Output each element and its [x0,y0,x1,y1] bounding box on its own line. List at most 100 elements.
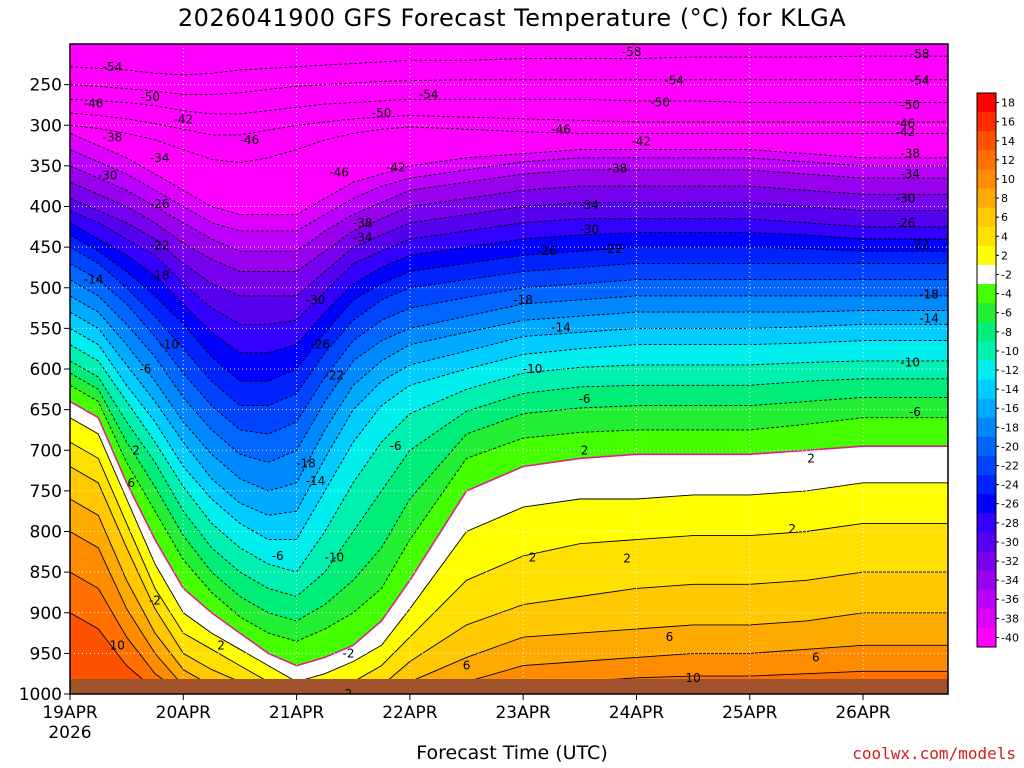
y-tick-label-950: 950 [30,644,62,664]
contour-label-65: 2 [807,451,815,465]
contour-line-22 [70,498,948,694]
contour-line-0 [70,132,948,216]
contour-label-27: -30 [98,169,118,183]
contour-line-9 [70,262,948,435]
contour-line-17 [70,384,948,642]
contour-label-67: 6 [463,659,471,673]
x-tick-label-20APR: 20APR [156,703,212,723]
contour-label-57: -2 [343,646,355,660]
y-tick-label-650: 650 [30,401,62,421]
y-tick-label-350: 350 [30,157,62,177]
contour-label-71: 10 [685,671,700,685]
colorbar-label-23: -30 [1001,536,1019,549]
colorbar-label-4: 10 [1001,173,1015,186]
contour-line-10 [70,279,948,463]
y-tick-label-850: 850 [30,563,62,583]
contour-label-53: -6 [390,439,402,453]
contour-label-10: -46 [84,96,104,110]
x-axis-label: Forecast Time (UTC) [416,742,608,764]
colorbar-swatch-21 [977,494,996,514]
y-tick-label-400: 400 [30,198,62,218]
contour-label-20: -38 [353,216,373,230]
colorbar-label-21: -26 [1001,498,1019,511]
colorbar-label-12: -8 [1001,326,1012,339]
contour-label-47: -10 [159,338,179,352]
contour-label-2: -54 [103,60,123,74]
contour-label-39: -18 [150,269,170,283]
contour-label-19: -38 [103,130,123,144]
colorbar-label-17: -18 [1001,421,1019,434]
credit-link[interactable]: coolwx.com/models [852,744,1016,763]
colorbar-label-2: 14 [1001,135,1015,148]
colorbar-label-27: -38 [1001,612,1019,625]
contour-label-48: -10 [325,551,345,565]
contour-label-13: -46 [896,117,916,131]
colorbar-swatch-4 [977,169,996,190]
colorbar-label-18: -20 [1001,440,1019,453]
contour-label-60: 2 [345,687,353,701]
grid-lines [70,44,948,694]
colorbar-label-8: 2 [1001,249,1008,262]
contour-label-61: 2 [529,551,537,565]
x-tick-label-23APR: 23APR [495,703,551,723]
contour-line-16 [70,372,948,622]
colorbar-swatch-18 [977,436,996,457]
upper-contour-line-3 [70,112,948,136]
colorbar-swatch-24 [977,551,996,572]
y-tick-label-800: 800 [30,523,62,543]
contour-label-43: -14 [84,273,104,287]
contour-label-49: -10 [523,362,543,376]
contour-line-20 [70,441,948,694]
colorbar-swatch-5 [977,188,996,209]
contour-label-64: 2 [788,522,796,536]
upper-contour-line-4 [70,124,948,164]
contour-label-62: 2 [581,443,589,457]
colorbar-swatch-19 [977,455,996,476]
y-tick-label-250: 250 [30,76,62,96]
colorbar-swatch-26 [977,589,996,610]
colorbar-swatch-14 [977,360,996,381]
colorbar-swatch-6 [977,207,996,228]
contour-label-34: -26 [896,216,916,230]
colorbar-swatch-3 [977,150,996,170]
colorbar-swatch-23 [977,532,996,552]
contour-label-56: -2 [149,594,161,608]
contour-labels: -58 -58-54-54-54 -54-50-50-50 -50-46-46-46-… [84,45,939,701]
colorbar-swatch-1 [977,112,996,132]
contour-label-4: -54 [664,74,684,88]
y-tick-label-300: 300 [30,116,62,136]
colorbar-swatch-8 [977,245,996,266]
contour-label-16: -42 [386,161,406,175]
colorbar-label-1: 16 [1001,116,1015,129]
contour-label-3: -54 [419,87,439,101]
contour-line-5 [70,210,948,325]
contour-label-24: -34 [353,230,373,244]
colorbar-swatch-7 [977,226,996,247]
contour-label-44: -14 [306,474,326,488]
contour-line-7 [70,234,948,382]
x-tick-label-22APR: 22APR [382,703,438,723]
contour-line-3 [70,181,948,272]
y-axis: 250 300 350 400 450 500 550 600 650 700 750 800 850 9… [19,76,70,705]
contour-label-66: 6 [128,476,136,490]
temperature-bands [70,133,948,694]
contour-line-8 [70,246,948,407]
colorbar-label-26: -36 [1001,593,1019,606]
colorbar-label-28: -40 [1001,631,1019,644]
contour-label-9: -50 [900,98,920,112]
contour-label-18: -42 [896,125,916,139]
colorbar-swatch-25 [977,570,996,591]
contour-lines [70,55,948,694]
upper-contour-line-1 [70,79,948,95]
contour-label-29: -30 [579,222,599,236]
colorbar-swatch-16 [977,398,996,419]
colorbar-label-9: -2 [1001,268,1012,281]
y-tick-label-750: 750 [30,482,62,502]
upper-contour-line-0 [70,55,948,76]
contour-line-11 [70,295,948,492]
contour-line-2 [70,165,948,252]
contour-label-37: -22 [603,242,623,256]
x-tick-sublabel-19APR: 2026 [48,723,91,743]
contour-label-31: -26 [150,197,170,211]
colorbar-swatch-13 [977,341,996,361]
